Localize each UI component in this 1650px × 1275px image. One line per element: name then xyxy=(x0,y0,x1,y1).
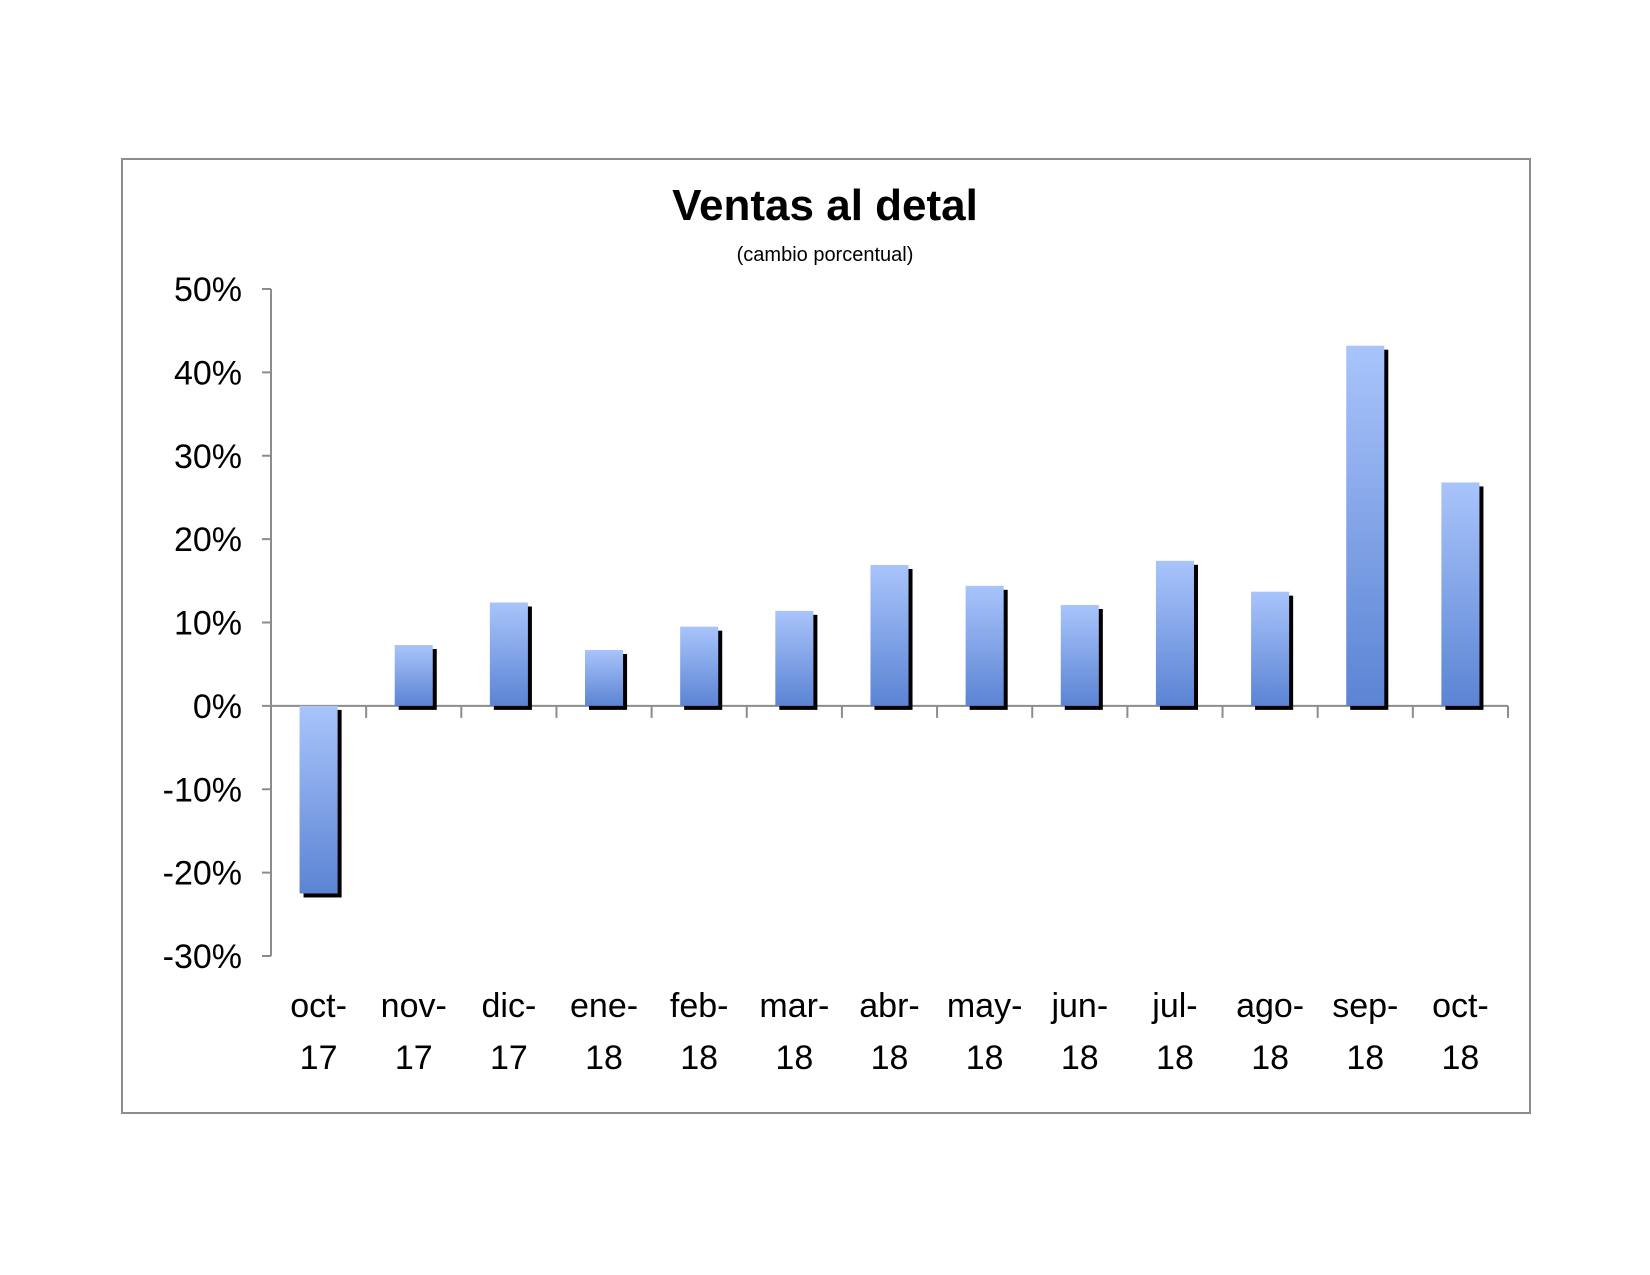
bar xyxy=(299,705,338,894)
x-tick-label: 18 xyxy=(871,1039,909,1077)
x-tick-label: ene- xyxy=(570,987,638,1025)
bar xyxy=(1441,482,1480,706)
bar xyxy=(489,602,528,706)
bar-group xyxy=(1346,345,1389,710)
bar xyxy=(585,650,624,706)
x-tick-label: may- xyxy=(947,987,1023,1025)
x-tick-label: dic- xyxy=(481,987,536,1025)
x-tick-label: mar- xyxy=(759,987,829,1025)
x-tick-label: jun- xyxy=(1050,987,1108,1025)
chart-title: Ventas al detal xyxy=(672,181,978,230)
x-tick-label: 18 xyxy=(1156,1039,1194,1077)
bar xyxy=(1060,604,1099,706)
y-tick-label: 30% xyxy=(174,438,242,476)
bars xyxy=(299,345,1484,898)
x-tick-label: sep- xyxy=(1332,987,1398,1025)
bar xyxy=(965,585,1004,706)
bar xyxy=(680,626,719,706)
x-tick-label: 17 xyxy=(300,1039,338,1077)
x-tick-label: 17 xyxy=(490,1039,528,1077)
x-tick-label: 18 xyxy=(1346,1039,1384,1077)
y-tick-label: -20% xyxy=(163,855,242,893)
x-tick-label: jul- xyxy=(1151,987,1197,1025)
bar-group xyxy=(680,626,723,710)
y-tick-label: 10% xyxy=(174,605,242,643)
x-tick-label: ago- xyxy=(1236,987,1304,1025)
bar xyxy=(775,610,814,706)
y-tick-label: 40% xyxy=(174,354,242,392)
x-tick-label: 18 xyxy=(1061,1039,1099,1077)
bar-group xyxy=(299,705,342,898)
x-tick-label: oct- xyxy=(1432,987,1489,1025)
bar-group xyxy=(870,564,913,710)
bar-group xyxy=(1251,591,1294,710)
y-tick-label: 50% xyxy=(174,271,242,309)
bar-group xyxy=(394,645,437,710)
labels: 50% 40% 30% 20% 10% 0% -10% -20% -30% oct- 17 nov- 1… xyxy=(163,271,1489,1077)
bar-group xyxy=(1441,482,1484,710)
x-tick-label: 18 xyxy=(1442,1039,1480,1077)
y-tick-label: 0% xyxy=(193,688,242,726)
y-tick-label: -30% xyxy=(163,938,242,976)
x-tick-label: oct- xyxy=(290,987,347,1025)
chart-subtitle: (cambio porcentual) xyxy=(736,244,914,266)
x-tick-label: abr- xyxy=(859,987,919,1025)
bar xyxy=(1155,560,1194,706)
x-tick-label: nov- xyxy=(381,987,447,1025)
x-tick-label: 18 xyxy=(680,1039,718,1077)
x-tick-label: 18 xyxy=(585,1039,623,1077)
y-tick-label: -10% xyxy=(163,771,242,809)
bar-group xyxy=(489,602,532,710)
x-tick-label: 18 xyxy=(966,1039,1004,1077)
x-tick-label: 17 xyxy=(395,1039,433,1077)
bar xyxy=(394,645,433,706)
x-tick-label: feb- xyxy=(670,987,729,1025)
y-tick-label: 20% xyxy=(174,521,242,559)
x-tick-label: 18 xyxy=(1251,1039,1289,1077)
bar-group xyxy=(585,650,628,710)
bar xyxy=(870,564,909,706)
bar-group xyxy=(1060,604,1103,710)
x-tick-label: 18 xyxy=(775,1039,813,1077)
bar-group xyxy=(965,585,1008,710)
bar-group xyxy=(1155,560,1198,710)
chart-frame xyxy=(121,158,1531,1114)
bar-group xyxy=(775,610,818,710)
bar xyxy=(1251,591,1290,706)
bar xyxy=(1346,345,1385,706)
